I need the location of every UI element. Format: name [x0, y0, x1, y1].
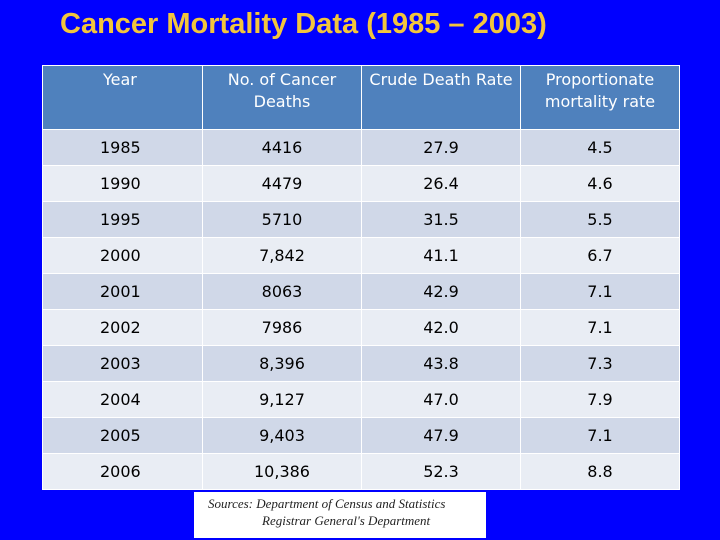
- table-row: 2002 7986 42.0 7.1: [42, 309, 680, 346]
- cell-proportionate-mortality-rate: 7.1: [520, 273, 680, 310]
- cell-crude-death-rate: 52.3: [361, 453, 521, 490]
- cell-proportionate-mortality-rate: 6.7: [520, 237, 680, 274]
- table-row: 2000 7,842 41.1 6.7: [42, 237, 680, 274]
- cell-crude-death-rate: 43.8: [361, 345, 521, 382]
- cell-cancer-deaths: 10,386: [202, 453, 362, 490]
- cell-cancer-deaths: 5710: [202, 201, 362, 238]
- cell-crude-death-rate: 47.0: [361, 381, 521, 418]
- sources-line-2: Registrar General's Department: [262, 513, 431, 528]
- mortality-table: Year No. of Cancer Deaths Crude Death Ra…: [42, 65, 680, 490]
- sources-note: Sources: Department of Census and Statis…: [194, 492, 486, 538]
- cell-crude-death-rate: 42.0: [361, 309, 521, 346]
- cell-cancer-deaths: 9,403: [202, 417, 362, 454]
- cell-crude-death-rate: 42.9: [361, 273, 521, 310]
- cell-proportionate-mortality-rate: 4.5: [520, 129, 680, 166]
- table-row: 1995 5710 31.5 5.5: [42, 201, 680, 238]
- cell-year: 2002: [42, 309, 203, 346]
- header-crude-death-rate: Crude Death Rate: [361, 65, 521, 130]
- cell-crude-death-rate: 47.9: [361, 417, 521, 454]
- cell-year: 2003: [42, 345, 203, 382]
- header-proportionate-mortality-rate: Proportionate mortality rate: [520, 65, 680, 130]
- table-row: 1990 4479 26.4 4.6: [42, 165, 680, 202]
- cell-cancer-deaths: 8,396: [202, 345, 362, 382]
- table-row: 1985 4416 27.9 4.5: [42, 129, 680, 166]
- sources-line-1: Sources: Department of Census and Statis…: [208, 496, 446, 511]
- table-row: 2006 10,386 52.3 8.8: [42, 453, 680, 490]
- table-body: 1985 4416 27.9 4.5 1990 4479 26.4 4.6 1995 5710 31…: [42, 129, 680, 490]
- cell-year: 2000: [42, 237, 203, 274]
- cell-cancer-deaths: 7986: [202, 309, 362, 346]
- cell-crude-death-rate: 31.5: [361, 201, 521, 238]
- cell-year: 2001: [42, 273, 203, 310]
- header-cancer-deaths: No. of Cancer Deaths: [202, 65, 362, 130]
- cell-cancer-deaths: 9,127: [202, 381, 362, 418]
- header-year: Year: [42, 65, 203, 130]
- cell-crude-death-rate: 27.9: [361, 129, 521, 166]
- cell-proportionate-mortality-rate: 5.5: [520, 201, 680, 238]
- cell-year: 2004: [42, 381, 203, 418]
- cell-year: 1995: [42, 201, 203, 238]
- cell-proportionate-mortality-rate: 7.9: [520, 381, 680, 418]
- cell-cancer-deaths: 4479: [202, 165, 362, 202]
- cell-year: 1990: [42, 165, 203, 202]
- cell-crude-death-rate: 26.4: [361, 165, 521, 202]
- mortality-table-container: Year No. of Cancer Deaths Crude Death Ra…: [42, 65, 680, 490]
- cell-crude-death-rate: 41.1: [361, 237, 521, 274]
- table-row: 2004 9,127 47.0 7.9: [42, 381, 680, 418]
- cell-proportionate-mortality-rate: 7.1: [520, 309, 680, 346]
- cell-proportionate-mortality-rate: 8.8: [520, 453, 680, 490]
- cell-year: 2005: [42, 417, 203, 454]
- table-header-row: Year No. of Cancer Deaths Crude Death Ra…: [42, 65, 680, 130]
- table-row: 2001 8063 42.9 7.1: [42, 273, 680, 310]
- cell-proportionate-mortality-rate: 4.6: [520, 165, 680, 202]
- cell-year: 2006: [42, 453, 203, 490]
- page-title: Cancer Mortality Data (1985 – 2003): [60, 8, 547, 40]
- cell-year: 1985: [42, 129, 203, 166]
- cell-cancer-deaths: 7,842: [202, 237, 362, 274]
- cell-cancer-deaths: 4416: [202, 129, 362, 166]
- table-row: 2005 9,403 47.9 7.1: [42, 417, 680, 454]
- cell-proportionate-mortality-rate: 7.1: [520, 417, 680, 454]
- cell-proportionate-mortality-rate: 7.3: [520, 345, 680, 382]
- table-row: 2003 8,396 43.8 7.3: [42, 345, 680, 382]
- cell-cancer-deaths: 8063: [202, 273, 362, 310]
